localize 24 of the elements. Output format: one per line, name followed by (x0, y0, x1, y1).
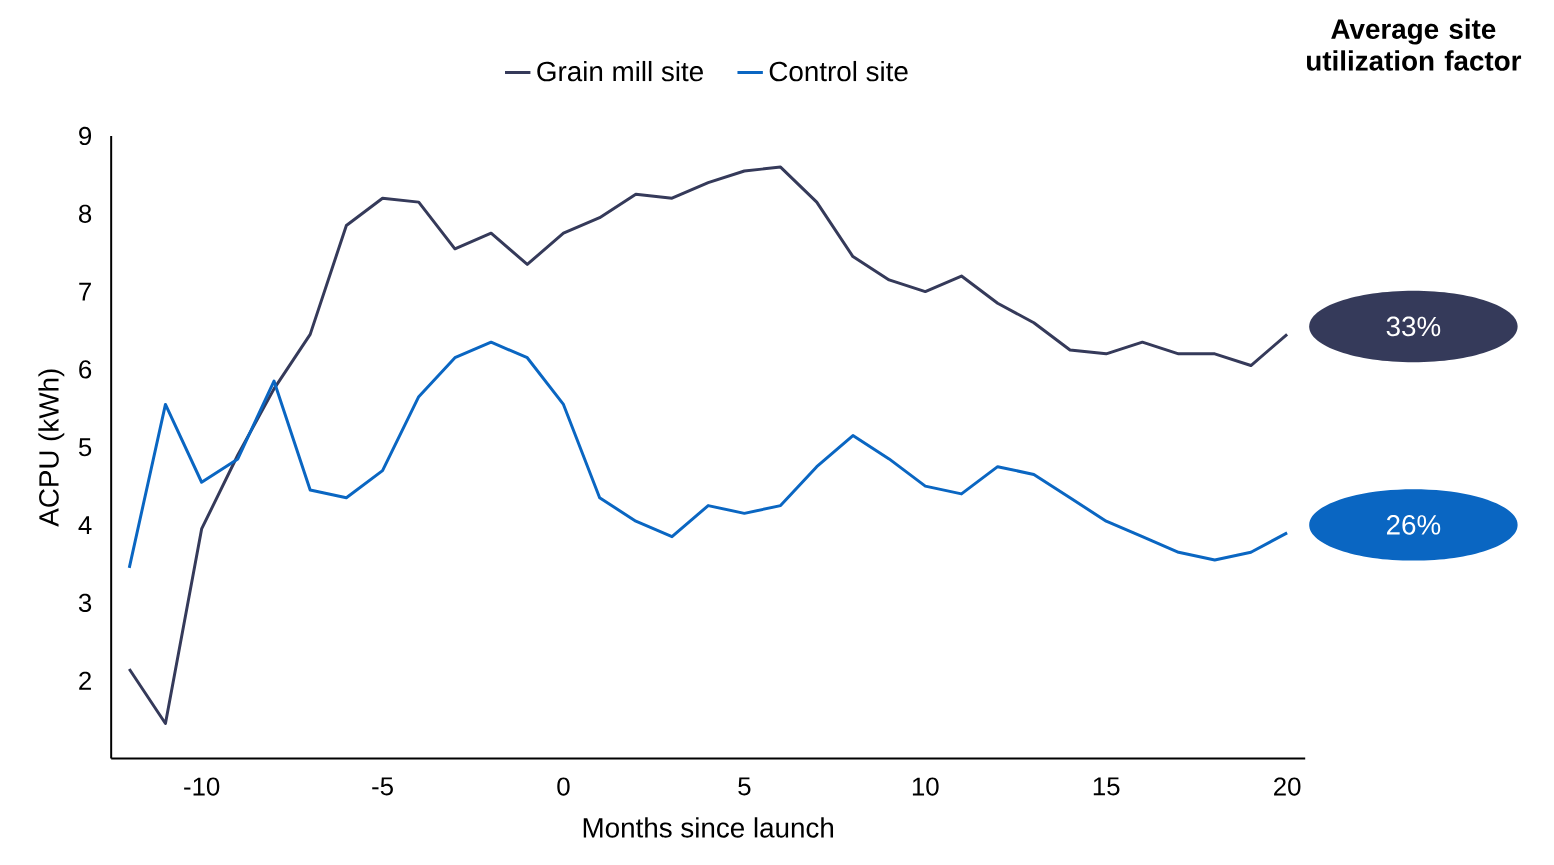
y-tick-label: 9 (79, 126, 92, 145)
line-series (127, 165, 1289, 725)
x-tick-label: 10 (912, 777, 939, 796)
text: Average site utilization factor (1307, 18, 1522, 71)
x-tick-label: 5 (738, 777, 751, 796)
y-axis-title: ACPU (kWh) (38, 369, 65, 527)
y-tick-label: 7 (79, 282, 91, 301)
x-tick-label: -5 (372, 777, 393, 796)
x-axis-title: Months since launch (583, 817, 834, 838)
x-tick-label: 0 (557, 777, 570, 796)
y-tick-label: 6 (79, 360, 92, 379)
y-tick-label: 2 (79, 671, 91, 690)
text: 33% (1386, 316, 1441, 337)
x-tick-label: 15 (1093, 777, 1120, 796)
y-tick-label: 4 (78, 515, 92, 534)
line-series (127, 340, 1289, 570)
x-tick-label: -10 (184, 777, 220, 796)
legend-label: Grain mill site (537, 60, 703, 82)
y-tick-label: 3 (78, 593, 92, 612)
y-tick-label: 5 (78, 438, 92, 456)
x-tick-label: 20 (1274, 777, 1301, 796)
legend-label: Control site (769, 60, 908, 82)
text: 26% (1386, 514, 1441, 535)
y-tick-label: 8 (79, 204, 92, 223)
